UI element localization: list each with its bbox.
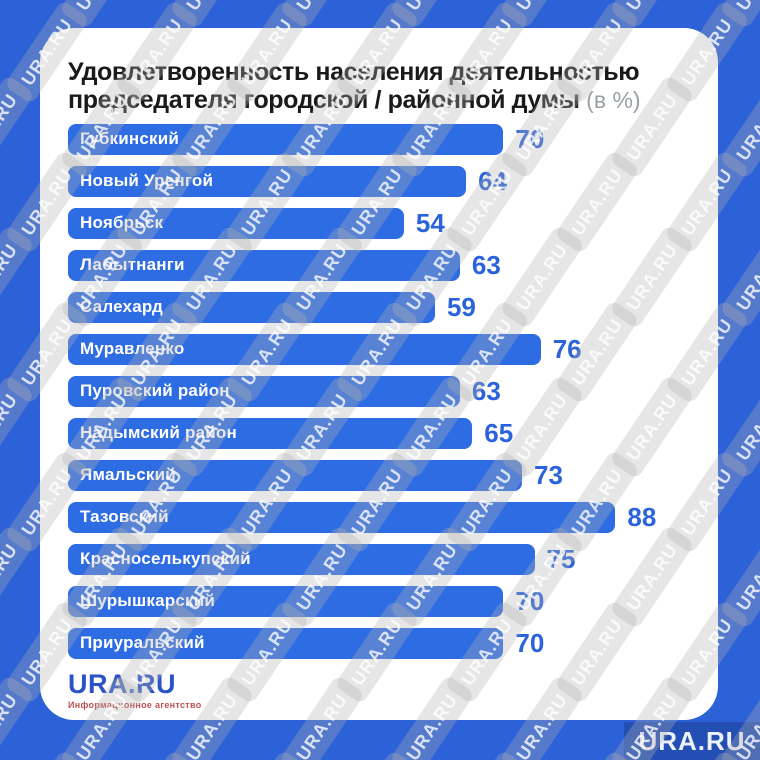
bar-label: Новый Уренгой	[80, 171, 214, 190]
bar: Новый Уренгой	[68, 165, 467, 197]
bar-value: 70	[515, 586, 545, 616]
bar-row: Ямальский 73	[68, 454, 690, 496]
title-unit-suffix: (в %)	[586, 87, 641, 113]
bar-label: Тазовский	[80, 507, 169, 526]
bar-row: Новый Уренгой 64	[68, 160, 690, 202]
bar-value: 70	[515, 628, 545, 658]
bar-row: Надымский район 65	[68, 412, 690, 454]
bar-value: 76	[552, 334, 582, 364]
bar-label: Салехард	[80, 297, 164, 316]
watermark-pill: URA.RU	[608, 0, 696, 30]
bar-row: Тазовский 88	[68, 496, 690, 538]
bar: Пуровский район	[68, 375, 460, 407]
bar: Ямальский	[68, 459, 523, 491]
bar-label: Надымский район	[80, 423, 237, 442]
bar-row: Приуральский 70	[68, 622, 690, 664]
agency-logo: URA.RU Информационное агентство	[68, 669, 718, 711]
bar-value: 88	[627, 502, 657, 532]
bar-value: 65	[484, 418, 514, 448]
bar-label: Ноябрьск	[80, 213, 164, 232]
watermark-pill: URA.RU	[718, 524, 760, 630]
watermark-pill: URA.RU	[498, 0, 586, 30]
bar: Салехард	[68, 291, 435, 323]
bar-row: Муравленко 76	[68, 328, 690, 370]
corner-brand-plate: URA.RU	[624, 722, 760, 760]
bar-value: 63	[471, 376, 501, 406]
bar: Тазовский	[68, 501, 616, 533]
watermark-pill: URA.RU	[3, 749, 91, 760]
bar: Губкинский	[68, 123, 504, 155]
bar: Шурышкарский	[68, 585, 504, 617]
bar-row: Ноябрьск 54	[68, 202, 690, 244]
title-line2: председателя городской / районной думы	[68, 86, 580, 114]
watermark-pill: URA.RU	[443, 749, 531, 760]
card: Удовлетворенность населения деятельность…	[40, 28, 718, 720]
agency-logo-text: URA.RU	[68, 669, 176, 699]
bar-value: 70	[515, 124, 545, 154]
bar-label: Шурышкарский	[80, 591, 215, 610]
watermark-pill: URA.RU	[0, 74, 36, 180]
bar: Лабытнанги	[68, 249, 460, 281]
watermark-pill: URA.RU	[0, 374, 36, 480]
watermark-pill: URA.RU	[388, 0, 476, 30]
bar-value: 75	[546, 544, 576, 574]
watermark-pill: URA.RU	[718, 224, 760, 330]
bar-value: 54	[415, 208, 445, 238]
watermark-pill: URA.RU	[718, 374, 760, 480]
bar-value: 59	[446, 292, 476, 322]
watermark-pill: URA.RU	[58, 0, 146, 30]
agency-logo-subtitle: Информационное агентство	[68, 700, 202, 710]
bar-row: Губкинский 70	[68, 118, 690, 160]
watermark-pill: URA.RU	[718, 74, 760, 180]
watermark-pill: URA.RU	[0, 674, 36, 760]
bar-label: Приуральский	[80, 633, 205, 652]
title-line1: Удовлетворенность населения деятельность…	[68, 58, 640, 86]
bar: Приуральский	[68, 627, 504, 659]
bar-value: 73	[534, 460, 563, 490]
bar-row: Красноселькупский 75	[68, 538, 690, 580]
watermark-pill: URA.RU	[113, 749, 201, 760]
watermark-pill: URA.RU	[0, 224, 36, 330]
watermark-pill: URA.RU	[333, 749, 421, 760]
bar-label: Красноселькупский	[80, 549, 251, 568]
bar-row: Лабытнанги 63	[68, 244, 690, 286]
bar-label: Ямальский	[80, 465, 176, 484]
bar-row: Шурышкарский 70	[68, 580, 690, 622]
watermark-pill: URA.RU	[223, 749, 311, 760]
bar-label: Пуровский район	[80, 381, 230, 400]
bar-value: 64	[478, 166, 507, 196]
bar-value: 63	[471, 250, 501, 280]
bar-label: Муравленко	[80, 339, 185, 358]
bar: Красноселькупский	[68, 543, 535, 575]
bar-label: Лабытнанги	[80, 255, 185, 274]
bar-row: Пуровский район 63	[68, 370, 690, 412]
bar-label: Губкинский	[80, 129, 180, 148]
chart-title: Удовлетворенность населения деятельность…	[68, 58, 690, 114]
watermark-pill: URA.RU	[0, 0, 36, 30]
bar: Муравленко	[68, 333, 541, 365]
watermark-pill: URA.RU	[278, 0, 366, 30]
bar: Надымский район	[68, 417, 473, 449]
bar-row: Салехард 59	[68, 286, 690, 328]
watermark-pill: URA.RU	[0, 524, 36, 630]
watermark-pill: URA.RU	[718, 0, 760, 30]
bar: Ноябрьск	[68, 207, 404, 239]
watermark-pill: URA.RU	[168, 0, 256, 30]
corner-brand-text: URA.RU	[638, 726, 746, 756]
bar-chart: Губкинский 70 Новый Уренгой 64 Ноябрьск 54 Лаб…	[68, 118, 690, 664]
